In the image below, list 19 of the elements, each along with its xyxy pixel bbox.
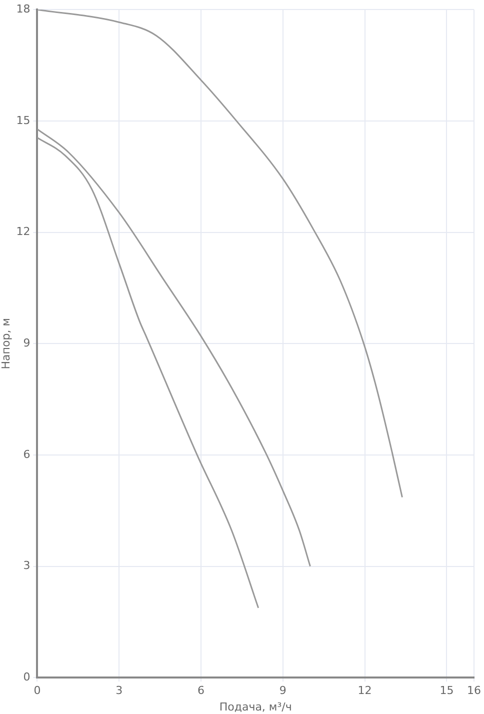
x-tick-label: 12	[358, 684, 372, 698]
x-tick-label: 16	[467, 684, 481, 698]
x-tick-label: 3	[116, 684, 123, 698]
y-tick-label: 9	[23, 336, 30, 350]
x-tick-label: 0	[34, 684, 41, 698]
x-tick-label: 6	[198, 684, 204, 698]
line-series	[37, 10, 403, 498]
line-series	[37, 128, 311, 568]
y-tick-label: 15	[16, 114, 30, 127]
x-axis-title: Подача, м³/ч	[219, 700, 292, 714]
line-series	[37, 136, 260, 609]
y-tick-label: 6	[23, 448, 30, 461]
y-tick-label: 18	[16, 2, 30, 16]
y-axis-title: Напор, м	[0, 318, 12, 370]
y-tick-label: 0	[23, 670, 30, 684]
y-tick-label: 12	[16, 225, 30, 238]
y-tick-label: 3	[23, 559, 30, 572]
x-tick-label: 15	[440, 684, 454, 698]
x-tick-label: 9	[279, 684, 286, 698]
